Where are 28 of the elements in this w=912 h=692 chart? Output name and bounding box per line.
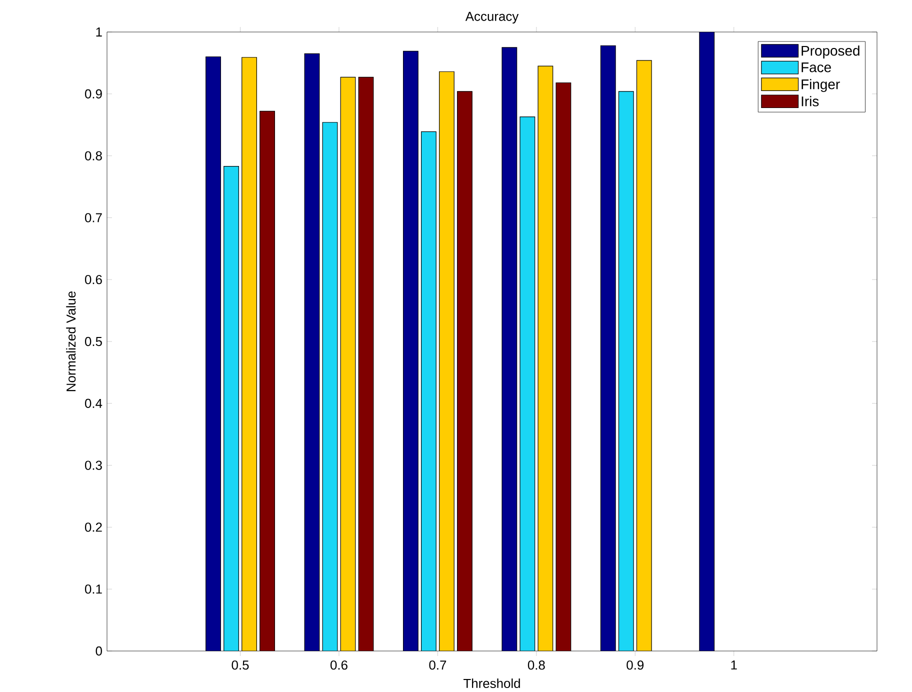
y-tick-label: 0.3 bbox=[84, 460, 102, 470]
bar bbox=[556, 82, 572, 651]
x-axis-title: Threshold bbox=[464, 678, 520, 688]
chart-title: Accuracy bbox=[465, 12, 519, 24]
legend-label: Finger bbox=[802, 78, 840, 92]
y-tick-label: 0.7 bbox=[84, 212, 102, 222]
bar bbox=[358, 76, 374, 651]
y-tick-label: 0.1 bbox=[84, 584, 102, 594]
y-tick-label: 0.6 bbox=[84, 274, 102, 284]
legend-label: Proposed bbox=[802, 45, 860, 58]
bar bbox=[260, 110, 275, 651]
y-tick-label: 0.9 bbox=[84, 89, 102, 98]
x-tick-label: 0.5 bbox=[232, 660, 249, 670]
y-tick-label: 0.2 bbox=[84, 522, 102, 532]
x-tick-label: 1 bbox=[731, 660, 737, 670]
y-tick-label: 0.5 bbox=[84, 336, 102, 346]
bar bbox=[457, 90, 472, 651]
legend-label: Iris bbox=[802, 96, 819, 106]
y-tick-label: 0 bbox=[96, 646, 102, 656]
x-tick-label: 0.8 bbox=[528, 660, 545, 670]
y-axis-title: Normalized Value bbox=[66, 291, 76, 391]
legend-label: Face bbox=[802, 62, 831, 72]
y-tick-label: 0.4 bbox=[84, 398, 102, 408]
x-tick-label: 0.9 bbox=[626, 660, 644, 670]
y-tick-label: 0.8 bbox=[84, 151, 102, 160]
y-tick-label: 1 bbox=[96, 27, 102, 36]
x-tick-label: 0.6 bbox=[330, 660, 348, 670]
x-tick-label: 0.7 bbox=[429, 660, 446, 670]
